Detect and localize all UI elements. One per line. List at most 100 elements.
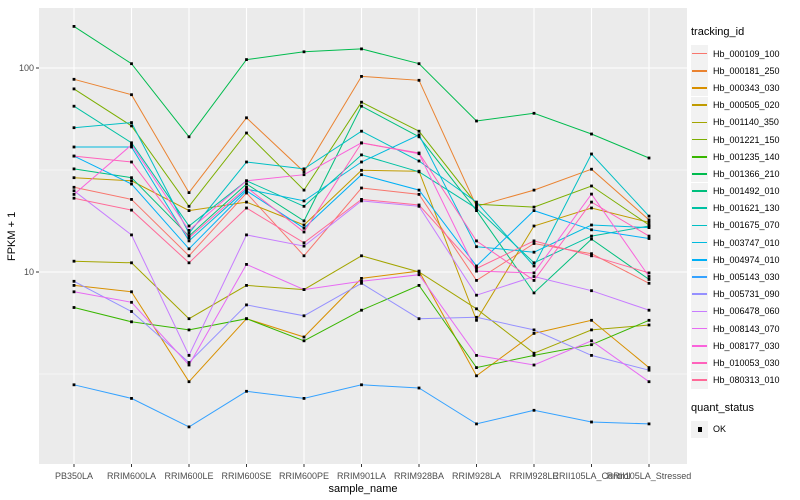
data-point [360, 129, 363, 133]
x-tick-label: RRIM600LE [164, 471, 213, 481]
data-point [417, 317, 421, 321]
legend-key-swatch [691, 45, 708, 63]
series-color-line-icon [692, 259, 707, 261]
data-point [360, 141, 363, 145]
data-point [647, 368, 651, 372]
legend-entry: Hb_005143_030 [691, 268, 799, 286]
data-point [417, 284, 421, 287]
data-point [590, 328, 593, 332]
data-point [72, 259, 76, 263]
data-point [130, 62, 133, 66]
data-point [475, 269, 478, 273]
data-point [187, 209, 191, 212]
data-point [590, 223, 593, 227]
legend-entry: Hb_001235_140 [691, 148, 799, 166]
data-point [532, 332, 536, 335]
legend-key-swatch [691, 320, 708, 338]
data-point [360, 153, 363, 157]
data-point [475, 279, 478, 282]
data-point [130, 397, 133, 400]
data-point [130, 261, 133, 265]
data-point [130, 145, 133, 149]
legend-key-swatch [691, 216, 708, 234]
data-point [245, 389, 248, 393]
x-axis-title: sample_name [328, 483, 398, 495]
data-point [532, 328, 536, 332]
data-point [475, 204, 478, 208]
data-point [302, 314, 306, 318]
legend-quant-status: quant_status OK [691, 402, 799, 438]
legend-entry: Hb_001492_010 [691, 182, 799, 200]
legend-key-swatch [691, 165, 708, 183]
data-point [187, 254, 191, 258]
x-tick-label: RRIM600LA [107, 471, 156, 481]
data-point [72, 145, 76, 149]
data-point [302, 170, 306, 174]
data-point [647, 318, 651, 322]
data-point [647, 308, 651, 312]
series-color-line-icon [692, 87, 707, 89]
legend-entry-label: Hb_008143_070 [713, 323, 780, 334]
legend-title-tracking-id: tracking_id [691, 26, 745, 38]
data-point [532, 111, 536, 115]
data-point [72, 104, 76, 108]
data-point [187, 380, 191, 384]
data-point [647, 156, 651, 160]
data-point [245, 233, 248, 237]
series-color-line-icon [692, 362, 707, 364]
data-point [475, 239, 478, 243]
data-point [532, 205, 536, 209]
data-point [532, 271, 536, 275]
legend-entry-label: Hb_004974_010 [713, 254, 780, 265]
data-point [72, 290, 76, 294]
data-point [475, 200, 478, 204]
x-tick-label: RRIM901LA [337, 471, 386, 481]
data-point [417, 273, 421, 277]
data-point [532, 363, 536, 367]
data-point [590, 420, 593, 424]
data-point [245, 189, 248, 193]
x-tick-label: RRIM928LE [509, 471, 558, 481]
legend-entry-label: Hb_000343_030 [713, 82, 780, 93]
data-point [130, 310, 133, 313]
data-point [187, 204, 191, 208]
data-point [187, 247, 191, 251]
series-color-line-icon [692, 241, 707, 244]
data-point [302, 219, 306, 223]
series-color-line-icon [692, 276, 707, 278]
data-point [532, 275, 536, 278]
series-color-line-icon [692, 293, 707, 295]
data-point [72, 196, 76, 200]
legend-entry: Hb_001621_130 [691, 199, 799, 217]
data-point [302, 241, 306, 245]
series-color-line-icon [692, 310, 707, 313]
data-point [360, 254, 363, 258]
legend-key-swatch [691, 251, 708, 269]
legend-entry-label: Hb_006478_060 [713, 306, 780, 317]
data-point [475, 354, 478, 357]
data-point [590, 192, 593, 196]
data-point [360, 281, 363, 285]
data-point [647, 275, 651, 278]
data-point [72, 25, 76, 28]
data-point [475, 119, 478, 123]
data-point [417, 159, 421, 163]
series-color-line-icon [692, 224, 707, 227]
data-point [360, 383, 363, 387]
data-point [360, 75, 363, 78]
data-point [590, 289, 593, 293]
data-point [590, 234, 593, 238]
legend-entry: Hb_001221_150 [691, 131, 799, 149]
y-axis-title: FPKM + 1 [6, 211, 18, 261]
legend: tracking_id Hb_000109_100 Hb_000181_250 Hb… [691, 26, 799, 438]
data-point [187, 425, 191, 429]
legend-title-quant-status: quant_status [691, 401, 754, 414]
data-point [590, 228, 593, 232]
data-point [532, 279, 536, 282]
data-point [302, 204, 306, 208]
series-color-line-icon [692, 52, 707, 55]
data-point [130, 198, 133, 201]
data-point [72, 279, 76, 283]
legend-entry: Hb_000505_020 [691, 96, 799, 114]
